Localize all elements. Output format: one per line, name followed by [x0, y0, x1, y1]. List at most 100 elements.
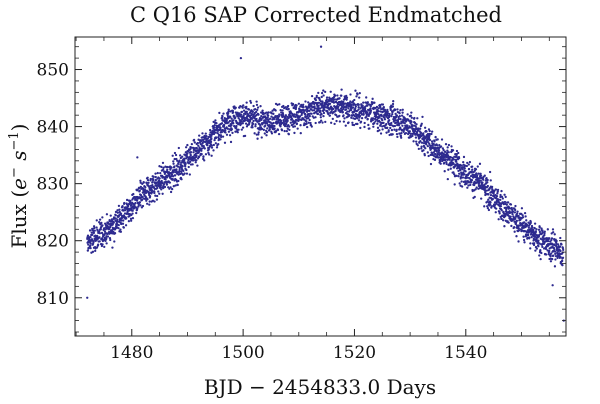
- data-point: [345, 96, 349, 99]
- data-point: [439, 145, 443, 148]
- data-point: [227, 108, 230, 111]
- data-point: [232, 122, 235, 125]
- data-point: [462, 161, 465, 164]
- data-point: [165, 183, 169, 186]
- data-point: [374, 120, 377, 123]
- data-point: [195, 154, 198, 157]
- data-point: [532, 228, 535, 232]
- data-point: [467, 167, 471, 171]
- data-point: [202, 155, 205, 158]
- data-point: [558, 245, 562, 248]
- data-point: [376, 122, 379, 125]
- data-point: [429, 162, 433, 166]
- data-point: [412, 140, 415, 143]
- data-point: [427, 154, 430, 158]
- data-point: [251, 110, 254, 113]
- data-point: [160, 165, 163, 169]
- data-point: [119, 230, 123, 233]
- data-point: [101, 224, 104, 227]
- data-point: [462, 155, 466, 159]
- x-tick-label: 1480: [110, 343, 153, 363]
- data-point: [98, 240, 101, 243]
- data-point: [408, 130, 411, 133]
- data-point: [161, 161, 165, 165]
- data-point: [322, 94, 325, 97]
- data-point: [458, 182, 461, 185]
- data-point: [293, 113, 296, 116]
- data-point: [400, 131, 403, 135]
- data-point: [308, 106, 311, 109]
- plot-frame: [74, 36, 567, 337]
- data-point: [423, 154, 426, 157]
- data-point: [399, 126, 402, 130]
- data-point: [367, 114, 371, 118]
- data-point: [386, 110, 389, 113]
- data-point: [322, 89, 325, 92]
- data-point: [158, 165, 161, 168]
- data-point: [194, 161, 197, 164]
- data-point: [288, 128, 291, 132]
- data-point: [241, 106, 244, 109]
- data-point: [445, 161, 448, 164]
- data-point: [149, 177, 152, 181]
- data-point: [420, 147, 423, 150]
- data-point: [157, 190, 160, 193]
- data-point: [381, 103, 385, 106]
- data-point: [325, 96, 329, 99]
- data-point: [215, 122, 218, 125]
- data-point: [507, 201, 510, 204]
- data-point: [257, 131, 260, 134]
- data-point: [491, 197, 495, 201]
- data-point: [299, 124, 302, 127]
- data-point: [487, 193, 490, 196]
- data-point: [136, 156, 139, 159]
- data-point: [256, 106, 260, 109]
- data-point: [319, 109, 322, 113]
- data-point: [466, 186, 469, 189]
- data-point: [505, 203, 508, 206]
- data-point: [383, 118, 387, 121]
- data-point: [499, 198, 502, 202]
- data-point: [503, 193, 506, 196]
- data-point: [547, 239, 550, 243]
- data-point: [215, 146, 219, 149]
- data-point: [468, 177, 471, 180]
- data-point: [509, 203, 513, 206]
- data-point: [234, 116, 237, 119]
- data-point: [486, 205, 489, 208]
- data-point: [549, 255, 552, 258]
- data-point: [433, 140, 436, 143]
- data-point: [197, 144, 200, 147]
- data-point: [186, 143, 189, 147]
- data-point: [180, 178, 183, 181]
- data-point: [510, 206, 513, 210]
- data-point: [244, 119, 248, 122]
- data-point: [348, 114, 351, 117]
- data-point: [249, 101, 253, 104]
- data-point: [410, 111, 413, 114]
- data-point: [288, 125, 291, 128]
- data-point: [557, 243, 560, 246]
- data-point: [358, 91, 361, 95]
- data-point: [197, 155, 201, 159]
- data-point: [259, 124, 262, 127]
- data-point: [363, 121, 366, 125]
- data-point: [454, 163, 457, 166]
- data-point: [184, 162, 187, 166]
- data-point: [471, 165, 474, 168]
- data-point: [278, 103, 281, 106]
- data-point: [459, 168, 462, 172]
- data-point: [450, 145, 453, 148]
- data-point: [169, 190, 173, 194]
- data-point: [146, 197, 149, 201]
- data-point: [98, 236, 101, 239]
- data-point: [156, 171, 159, 175]
- data-point: [394, 108, 397, 111]
- data-point: [400, 114, 404, 117]
- data-point: [211, 125, 215, 128]
- data-point: [534, 230, 537, 233]
- data-point: [304, 113, 307, 116]
- y-tick-label: 850: [37, 61, 69, 81]
- data-point: [183, 172, 186, 175]
